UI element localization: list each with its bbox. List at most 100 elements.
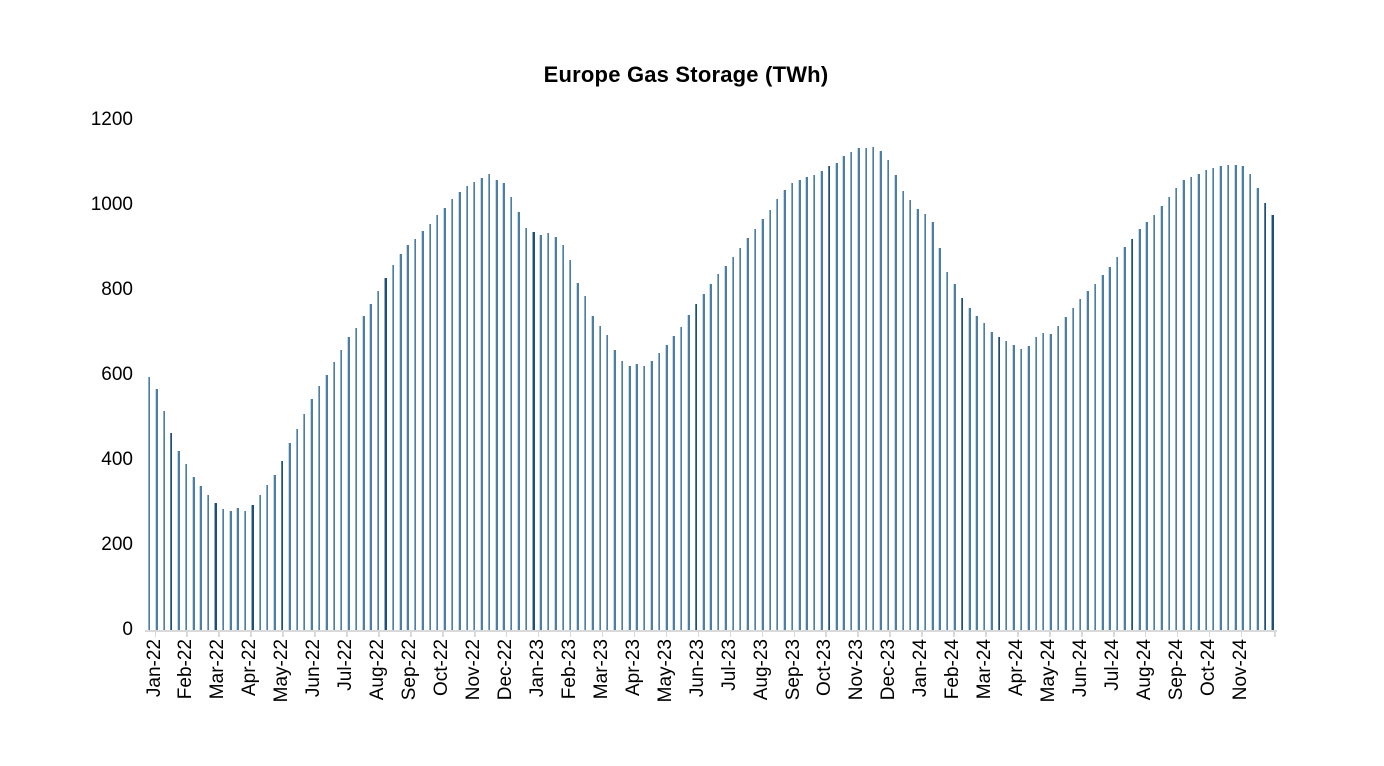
x-axis-month-label: Apr-22 — [239, 639, 261, 697]
x-axis-month-label: Aug-23 — [750, 639, 772, 701]
x-axis-tick — [761, 632, 764, 637]
bar — [1234, 164, 1237, 630]
bar — [620, 361, 624, 630]
bar — [1197, 174, 1200, 630]
x-axis-tick — [410, 632, 412, 637]
bar — [1034, 336, 1038, 630]
x-axis-month-label: Feb-23 — [558, 639, 580, 700]
bar — [443, 207, 446, 630]
bar — [517, 212, 520, 630]
bar — [177, 451, 180, 630]
bar — [236, 508, 239, 630]
x-axis-line — [145, 630, 1277, 632]
bar — [502, 183, 505, 630]
bar — [1219, 166, 1222, 630]
x-axis-tick — [282, 632, 284, 637]
bar — [1071, 307, 1074, 630]
x-axis-tick — [569, 632, 572, 637]
bar — [162, 410, 166, 630]
bar — [1145, 221, 1148, 630]
x-axis-month-label: Oct-24 — [1197, 639, 1219, 697]
bar — [1160, 206, 1163, 630]
x-axis-month-label: Feb-22 — [175, 639, 197, 700]
x-axis-tick — [378, 632, 380, 637]
bar — [280, 460, 284, 630]
bar — [539, 234, 542, 630]
bar — [532, 231, 535, 630]
bar — [472, 182, 476, 630]
bar — [495, 179, 498, 630]
x-axis-tick — [1208, 632, 1211, 637]
bar — [916, 209, 919, 630]
bar — [169, 432, 173, 630]
bar — [1012, 344, 1015, 630]
bar — [657, 353, 661, 630]
bar — [1093, 283, 1097, 630]
bar — [746, 237, 749, 630]
x-axis-tick — [218, 632, 220, 637]
bar — [376, 290, 380, 630]
bar — [613, 349, 616, 630]
x-axis-tick — [889, 632, 891, 637]
bar — [672, 336, 675, 630]
bar — [583, 295, 587, 630]
bar — [251, 505, 254, 630]
bar — [857, 148, 860, 630]
bar — [317, 386, 321, 630]
bar — [1004, 341, 1008, 630]
x-axis-month-label: Feb-24 — [942, 639, 964, 700]
bar — [1123, 246, 1126, 630]
bar — [509, 197, 513, 630]
x-axis-month-label: Jun-22 — [303, 639, 325, 698]
x-axis-tick — [474, 632, 476, 637]
y-axis-tick-label: 1200 — [90, 109, 133, 130]
bar — [1138, 228, 1141, 630]
x-axis-tick — [1240, 632, 1243, 637]
bar — [997, 336, 1001, 630]
bar — [1108, 266, 1111, 630]
bar — [192, 477, 195, 630]
bar — [842, 156, 845, 630]
bar — [849, 152, 853, 630]
x-axis-tick — [1176, 632, 1179, 637]
bar — [1101, 275, 1104, 630]
x-axis-tick — [921, 632, 923, 637]
x-axis-tick — [633, 632, 636, 637]
bar — [450, 198, 454, 630]
bar — [687, 314, 690, 630]
x-axis-tick — [793, 632, 795, 637]
x-axis-month-label: Apr-24 — [1006, 639, 1028, 697]
bar — [1064, 317, 1067, 630]
bar — [339, 349, 343, 630]
bar — [753, 228, 757, 630]
bar — [354, 327, 358, 630]
x-axis-month-label: Jan-23 — [526, 639, 548, 698]
x-axis-month-label: Dec-23 — [878, 639, 900, 701]
bar — [1167, 196, 1171, 630]
bar — [775, 198, 779, 630]
bar — [694, 304, 698, 630]
x-axis-tick — [729, 632, 732, 637]
bar — [435, 214, 439, 630]
bar — [768, 209, 771, 630]
bar — [561, 244, 565, 630]
bar — [1241, 166, 1244, 630]
bar — [886, 159, 890, 630]
bar — [738, 247, 742, 630]
bar — [598, 325, 602, 630]
bar — [679, 327, 683, 630]
x-axis-month-label: Sep-24 — [1165, 639, 1187, 701]
bar — [243, 511, 247, 630]
bar — [1115, 256, 1119, 630]
bar — [332, 362, 335, 630]
bar — [458, 192, 461, 630]
bar — [628, 365, 631, 630]
x-axis-month-label: Aug-24 — [1133, 639, 1155, 701]
bar — [1019, 349, 1023, 630]
y-axis-tick-label: 200 — [101, 534, 133, 555]
x-axis-tick — [1049, 632, 1051, 637]
x-axis-month-label: Apr-23 — [622, 639, 644, 697]
bar — [879, 151, 882, 630]
bar — [214, 503, 217, 630]
